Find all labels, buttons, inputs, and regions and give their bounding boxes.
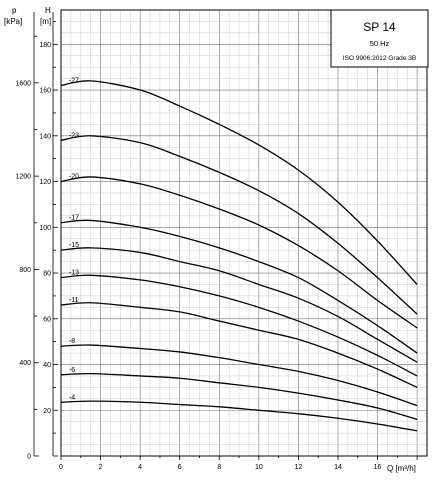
- curve-label-6: -6: [69, 367, 75, 374]
- head-tick-label: 100: [39, 225, 51, 232]
- pump-curve-4: [60, 400, 418, 432]
- x-tick-label: 10: [255, 464, 263, 471]
- x-tick-label: 8: [217, 464, 221, 471]
- pressure-tick-label: 1600: [15, 80, 31, 87]
- x-tick-label: 6: [178, 464, 182, 471]
- pump-curve-15: [60, 247, 418, 363]
- chart-title: SP 14: [363, 20, 396, 34]
- curve-labels: -27 -23 -20 -17 -15 -13 -11 -8 -6 -4: [69, 77, 79, 401]
- pump-curve-6: [60, 372, 418, 421]
- curve-label-4: -4: [69, 394, 75, 401]
- x-axis-title: Q [m³/h]: [387, 464, 416, 473]
- curve-label-13: -13: [69, 270, 79, 277]
- pump-curve-11: [60, 302, 418, 388]
- head-tick-label: 180: [39, 42, 51, 49]
- head-tick-label: 40: [43, 362, 51, 369]
- chart-standard: ISO 9906:2012 Grade 3B: [343, 55, 416, 62]
- head-tick-label: 120: [39, 179, 51, 186]
- left-axis-unit: [kPa]: [4, 17, 22, 26]
- pressure-tick-label: 0: [27, 454, 31, 461]
- chart-subtitle: 50 Hz: [370, 39, 390, 48]
- head-tick-label: 80: [43, 271, 51, 278]
- pump-curve-13: [60, 274, 418, 377]
- curve-label-20: -20: [69, 174, 79, 181]
- left-axis-symbol: p: [12, 6, 17, 15]
- pressure-tick-label: 400: [19, 360, 31, 367]
- head-tick-label: 20: [43, 408, 51, 415]
- plot-border: [60, 9, 428, 457]
- pump-curve-23: [60, 135, 418, 315]
- pressure-tick-label: 1200: [15, 174, 31, 181]
- curve-label-17: -17: [69, 215, 79, 222]
- head-tick-label: 140: [39, 133, 51, 140]
- head-tick-label: 60: [43, 316, 51, 323]
- grid: [61, 10, 427, 456]
- axes: 20 40 60 80 100 120 140 160 180 0 400 800 1200 1600 0 2…: [15, 12, 418, 471]
- curve-label-11: -11: [69, 297, 79, 304]
- pressure-tick-label: 800: [19, 267, 31, 274]
- pump-curve-27: [60, 80, 418, 285]
- x-tick-label: 12: [295, 464, 303, 471]
- x-tick-label: 2: [99, 464, 103, 471]
- pump-curve-8: [60, 344, 418, 407]
- head-tick-label: 160: [39, 88, 51, 95]
- x-tick-label: 14: [334, 464, 342, 471]
- pump-curve-20: [60, 176, 418, 329]
- curve-label-8: -8: [69, 338, 75, 345]
- right-axis-symbol: H: [45, 6, 51, 15]
- curves: [60, 80, 418, 432]
- x-tick-label: 4: [138, 464, 142, 471]
- right-axis-unit: [m]: [40, 17, 51, 26]
- x-tick-label: 0: [59, 464, 63, 471]
- title-box: SP 14 50 Hz ISO 9906:2012 Grade 3B: [330, 9, 429, 68]
- curve-label-27: -27: [69, 77, 79, 84]
- curve-label-23: -23: [69, 132, 79, 139]
- curve-label-15: -15: [69, 242, 79, 249]
- x-tick-label: 16: [374, 464, 382, 471]
- pump-curve-17: [60, 219, 418, 354]
